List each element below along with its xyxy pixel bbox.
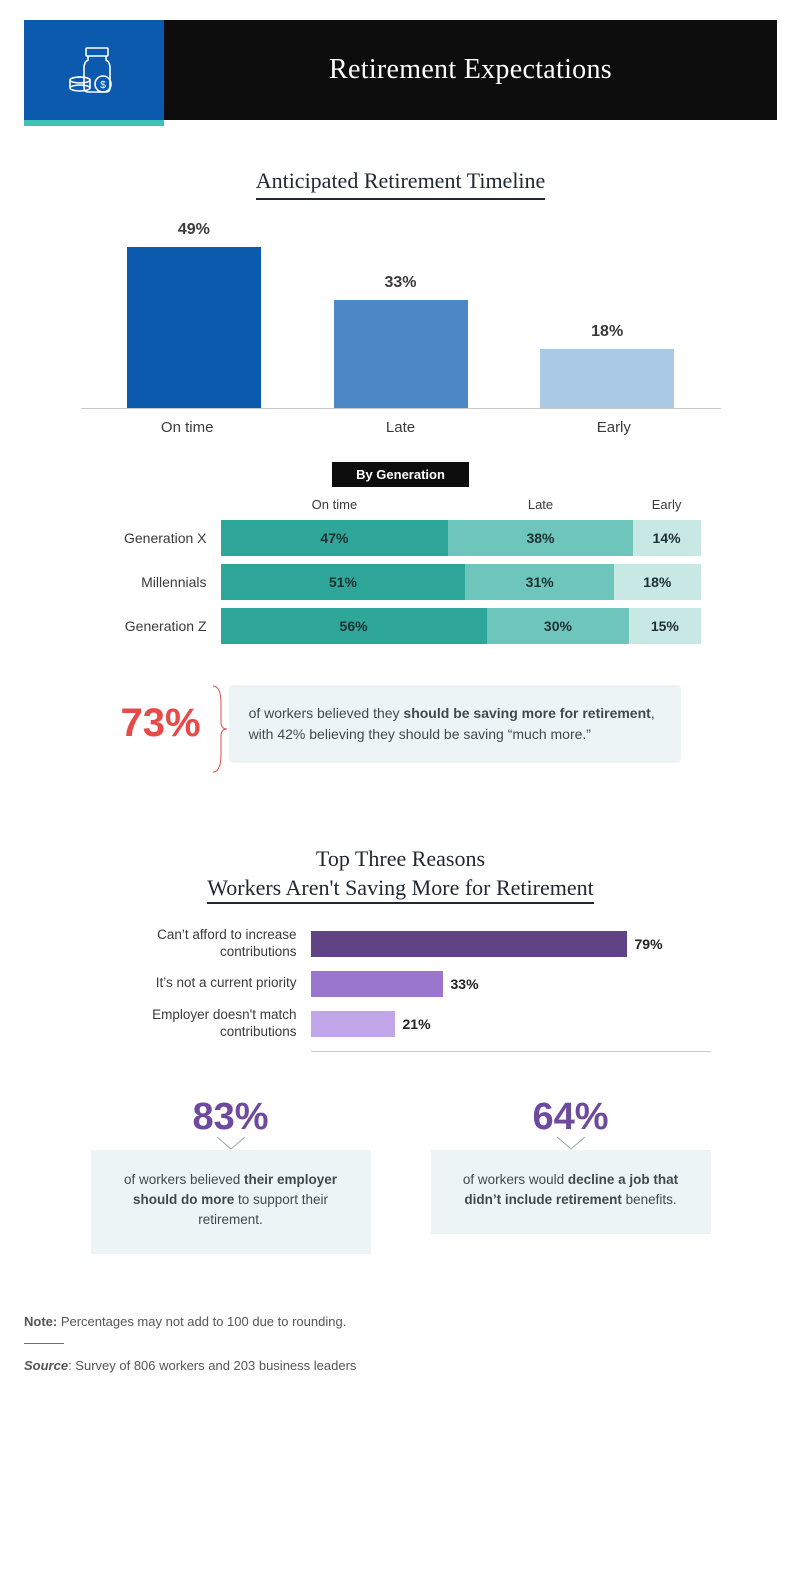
section1-title: Anticipated Retirement Timeline	[256, 166, 546, 200]
generation-row: Millennials51%31%18%	[101, 564, 701, 600]
stat-notch-icon	[431, 1137, 711, 1151]
vbar-bar	[334, 300, 468, 408]
hbar-axis	[311, 1051, 711, 1052]
generation-row: Generation Z56%30%15%	[101, 608, 701, 644]
hbar-value-label: 33%	[443, 976, 479, 992]
stat-box: 64% of workers would decline a job that d…	[431, 1096, 711, 1255]
hbar-bar	[311, 931, 627, 957]
stat-percent: 64%	[431, 1096, 711, 1139]
generation-segment: 18%	[614, 564, 700, 600]
reasons-hbar-chart: Can’t afford to increase contributions 79…	[91, 927, 711, 1052]
hbar-label: It’s not a current priority	[91, 975, 311, 992]
stat-text-pre: of workers believed	[124, 1172, 244, 1187]
hbar-track: 79%	[311, 931, 711, 957]
generation-row-bar: 47%38%14%	[221, 520, 701, 556]
vbar-value-label: 49%	[178, 221, 210, 239]
hbar-label: Can’t afford to increase contributions	[91, 927, 311, 961]
generation-row-label: Generation Z	[101, 618, 221, 634]
footer: Note: Percentages may not add to 100 due…	[24, 1314, 777, 1373]
section2-title: Top Three Reasons Workers Aren't Saving …	[207, 844, 593, 905]
generation-segment: 38%	[448, 520, 632, 556]
callout-percent: 73%	[121, 701, 211, 746]
generation-segment: 31%	[465, 564, 614, 600]
generation-segment: 15%	[629, 608, 700, 644]
footer-source-label: Source	[24, 1358, 68, 1373]
timeline-bar-chart: 49%33%18% On timeLateEarly	[81, 228, 721, 436]
generation-segment: 47%	[221, 520, 449, 556]
stat-text-pre: of workers would	[463, 1172, 568, 1187]
hbar-bar	[311, 971, 443, 997]
hbar-row: It’s not a current priority 33%	[91, 971, 711, 997]
hbar-bar	[311, 1011, 395, 1037]
footer-source: Source: Survey of 806 workers and 203 bu…	[24, 1358, 777, 1373]
vbar-bar	[540, 349, 674, 408]
stat-percent: 83%	[91, 1096, 371, 1139]
vbar-column: 18%	[504, 349, 711, 408]
header-title-bar: Retirement Expectations	[164, 20, 777, 120]
section2-title-line1: Top Three Reasons	[207, 844, 593, 874]
generation-row-label: Millennials	[101, 574, 221, 590]
vbar-column: 33%	[297, 300, 504, 408]
vbar-value-label: 18%	[591, 323, 623, 341]
generation-row-bar: 51%31%18%	[221, 564, 701, 600]
generation-col-header: Early	[633, 497, 701, 512]
callout-text-bold: should be saving more for retirement	[403, 705, 650, 721]
generation-segment: 30%	[487, 608, 630, 644]
hbar-row: Can’t afford to increase contributions 79…	[91, 927, 711, 961]
hbar-value-label: 21%	[395, 1016, 431, 1032]
footer-source-text: : Survey of 806 workers and 203 business…	[68, 1358, 356, 1373]
generation-segment: 56%	[221, 608, 487, 644]
header-icon-tile: $	[24, 20, 164, 120]
stat-text-post: benefits.	[622, 1192, 677, 1207]
stat-boxes: 83% of workers believed their employer sh…	[81, 1096, 721, 1255]
vbar-value-label: 33%	[384, 274, 416, 292]
footer-note-label: Note:	[24, 1314, 57, 1329]
vbar-x-label: Early	[507, 419, 720, 436]
stat-notch-icon	[91, 1137, 371, 1151]
page-title: Retirement Expectations	[329, 54, 612, 86]
callout-bracket-icon	[211, 684, 229, 764]
vbar-column: 49%	[91, 247, 298, 407]
stat-text: of workers believed their employer shoul…	[91, 1150, 371, 1255]
hbar-track: 33%	[311, 971, 711, 997]
header-banner: $ Retirement Expectations	[24, 20, 777, 120]
by-generation-badge: By Generation	[332, 462, 469, 487]
generation-table: On timeLateEarly Generation X47%38%14% Mi…	[101, 497, 701, 644]
vbar-x-label: On time	[81, 419, 294, 436]
vbar-bar	[127, 247, 261, 407]
hbar-track: 21%	[311, 1011, 711, 1037]
generation-row-label: Generation X	[101, 530, 221, 546]
callout-text: of workers believed they should be savin…	[229, 685, 681, 763]
footer-note: Note: Percentages may not add to 100 due…	[24, 1314, 777, 1329]
footer-note-text: Percentages may not add to 100 due to ro…	[57, 1314, 346, 1329]
stat-box: 83% of workers believed their employer sh…	[91, 1096, 371, 1255]
vbar-x-label: Late	[294, 419, 507, 436]
generation-row: Generation X47%38%14%	[101, 520, 701, 556]
saving-more-callout: 73% of workers believed they should be s…	[121, 684, 681, 764]
stat-text: of workers would decline a job that didn…	[431, 1150, 711, 1235]
callout-text-pre: of workers believed they	[249, 705, 404, 721]
generation-segment: 51%	[221, 564, 466, 600]
generation-row-bar: 56%30%15%	[221, 608, 701, 644]
section2-title-line2: Workers Aren't Saving More for Retiremen…	[207, 875, 593, 904]
savings-jar-icon: $	[62, 38, 126, 102]
svg-text:$: $	[100, 80, 106, 91]
hbar-label: Employer doesn't match contributions	[91, 1007, 311, 1041]
hbar-row: Employer doesn't match contributions 21%	[91, 1007, 711, 1041]
header-accent-bar	[24, 120, 164, 126]
hbar-value-label: 79%	[627, 936, 663, 952]
generation-col-header: On time	[221, 497, 449, 512]
generation-col-header: Late	[448, 497, 632, 512]
generation-segment: 14%	[633, 520, 701, 556]
footer-rule-icon	[24, 1343, 64, 1344]
